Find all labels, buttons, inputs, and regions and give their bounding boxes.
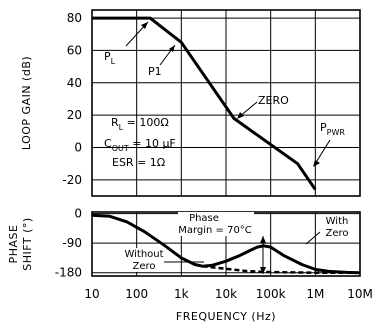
annotation-esr: ESR = 1Ω xyxy=(112,156,165,169)
x-axis-label: FREQUENCY (Hz) xyxy=(176,310,276,323)
annotation-without-zero: Zero xyxy=(132,261,155,272)
phase-margin-label-bg xyxy=(178,212,254,236)
phase-y-ticks: 0 -90 -180 xyxy=(55,207,82,280)
gain-y-tick-label: 60 xyxy=(67,43,82,57)
annotation-phase: Phase xyxy=(189,213,219,224)
gain-y-tick-label: -20 xyxy=(62,173,82,187)
annotation-p1-arrowhead xyxy=(169,45,175,52)
annotation-without: Without xyxy=(124,249,163,260)
annotation-zero: ZERO xyxy=(258,94,289,107)
annotation-ppwr: PPWR xyxy=(320,121,345,137)
gain-y-tick-label: 80 xyxy=(67,11,82,25)
gain-y-tick-label: 20 xyxy=(67,108,82,122)
phase-with-zero-line xyxy=(91,213,361,275)
phase-y-tick-label: -180 xyxy=(55,266,82,280)
x-tick-label: 1k xyxy=(174,287,189,301)
x-tick-label: 100k xyxy=(256,287,286,301)
annotation-cout: COUT = 10 µF xyxy=(104,137,176,153)
phase-y-axis-label-line1: PHASE xyxy=(7,225,20,264)
gain-series-line xyxy=(92,16,317,191)
phase-margin-arrow-up xyxy=(260,236,266,243)
annotation-phase-margin: Margin = 70°C xyxy=(178,225,252,236)
phase-without-zero-line xyxy=(202,264,360,274)
phase-y-tick-label: -90 xyxy=(62,236,82,250)
annotation-pl: PL xyxy=(104,50,116,66)
phase-margin-arrow-down xyxy=(260,267,266,274)
gain-y-tick-label: 40 xyxy=(67,76,82,90)
gain-plot-frame xyxy=(91,9,361,197)
frequency-x-ticks: 10 100 1k 10k 100k 1M 10M xyxy=(84,287,372,301)
annotation-ppwr-arrowhead xyxy=(313,160,320,167)
annotation-pl-arrowhead xyxy=(141,22,148,29)
without-zero-label-bg xyxy=(122,248,166,272)
x-tick-label: 10M xyxy=(347,287,372,301)
phase-y-tick-label: 0 xyxy=(74,207,82,221)
annotation-zero-arrowhead xyxy=(237,112,244,119)
gain-y-axis-label: LOOP GAIN (dB) xyxy=(20,56,33,150)
annotation-ppwr-arrow xyxy=(314,139,331,165)
x-tick-label: 100 xyxy=(125,287,148,301)
gain-y-tick-label: 0 xyxy=(74,140,82,154)
annotation-with: With xyxy=(326,216,349,227)
x-tick-label: 10 xyxy=(84,287,99,301)
with-zero-label-bg xyxy=(318,215,356,239)
phase-y-axis-label-line2: SHIFT (°) xyxy=(21,217,34,270)
annotation-p1: P1 xyxy=(148,65,162,78)
annotation-with-zero: Zero xyxy=(325,228,348,239)
annotation-rl: RL = 100Ω xyxy=(111,116,169,132)
x-tick-label: 1M xyxy=(306,287,324,301)
x-tick-label: 10k xyxy=(215,287,237,301)
gain-y-ticks: 80 60 40 20 0 -20 xyxy=(62,11,82,187)
annotation-with-arrow xyxy=(305,231,321,245)
